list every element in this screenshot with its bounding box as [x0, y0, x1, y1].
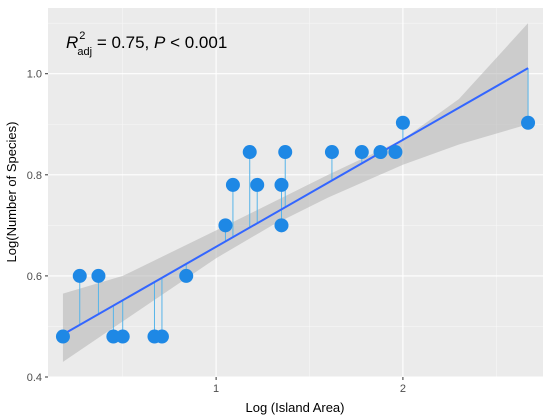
data-point — [242, 145, 257, 160]
y-tick-label: 0.6 — [27, 271, 42, 283]
y-axis-title: Log(Number of Species) — [4, 122, 19, 263]
y-tick-label: 0.8 — [27, 170, 42, 182]
x-tick-label: 1 — [213, 383, 219, 395]
data-point — [324, 145, 339, 160]
r-value: = 0.75, — [92, 33, 154, 52]
regression-line — [62, 67, 529, 336]
data-point — [521, 115, 536, 130]
data-point — [388, 145, 403, 160]
data-point — [115, 329, 130, 344]
y-axis-ticks: 0.4 0.6 0.8 1.0 — [27, 69, 48, 384]
data-point — [72, 268, 87, 283]
r-superscript: 2 — [79, 30, 85, 42]
x-tick-label: 2 — [400, 383, 406, 395]
data-point — [218, 218, 233, 233]
data-point — [354, 145, 369, 160]
data-point — [250, 177, 265, 192]
r-symbol: R — [66, 33, 78, 52]
data-point — [274, 177, 289, 192]
p-symbol: P — [154, 33, 166, 52]
y-tick-label: 1.0 — [27, 69, 42, 81]
data-point — [91, 268, 106, 283]
data-point — [274, 218, 289, 233]
data-point — [55, 329, 70, 344]
y-tick-label: 0.4 — [27, 372, 42, 384]
stat-annotation: R2 adj = 0.75, P < 0.001 — [66, 30, 227, 58]
data-point — [278, 145, 293, 160]
data-point — [179, 268, 194, 283]
data-point — [373, 145, 388, 160]
r-subscript: adj — [77, 46, 92, 58]
data-point — [225, 177, 240, 192]
data-point — [395, 115, 410, 130]
p-value: < 0.001 — [165, 33, 227, 52]
data-points — [55, 115, 536, 344]
x-axis-title: Log (Island Area) — [245, 400, 344, 415]
confidence-ribbon — [62, 23, 529, 362]
data-point — [154, 329, 169, 344]
